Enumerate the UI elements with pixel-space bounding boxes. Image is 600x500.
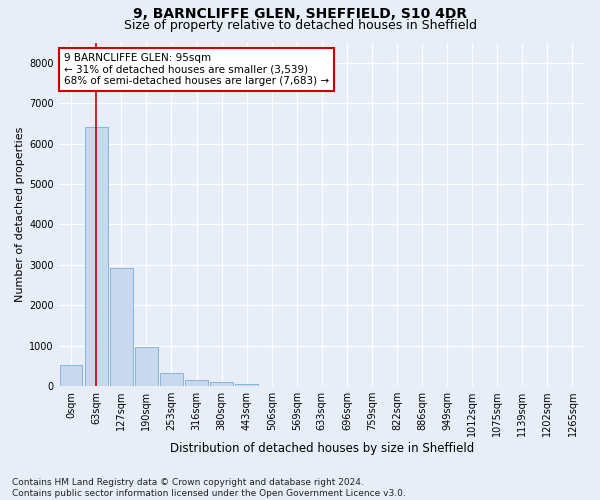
- X-axis label: Distribution of detached houses by size in Sheffield: Distribution of detached houses by size …: [170, 442, 474, 455]
- Text: 9, BARNCLIFFE GLEN, SHEFFIELD, S10 4DR: 9, BARNCLIFFE GLEN, SHEFFIELD, S10 4DR: [133, 8, 467, 22]
- Text: 9 BARNCLIFFE GLEN: 95sqm
← 31% of detached houses are smaller (3,539)
68% of sem: 9 BARNCLIFFE GLEN: 95sqm ← 31% of detach…: [64, 53, 329, 86]
- Bar: [185, 380, 208, 386]
- Bar: [235, 384, 258, 386]
- Bar: [110, 268, 133, 386]
- Bar: [135, 347, 158, 386]
- Bar: [160, 372, 183, 386]
- Text: Size of property relative to detached houses in Sheffield: Size of property relative to detached ho…: [124, 19, 476, 32]
- Bar: [85, 126, 107, 386]
- Bar: [60, 365, 82, 386]
- Y-axis label: Number of detached properties: Number of detached properties: [15, 126, 25, 302]
- Bar: [210, 382, 233, 386]
- Text: Contains HM Land Registry data © Crown copyright and database right 2024.
Contai: Contains HM Land Registry data © Crown c…: [12, 478, 406, 498]
